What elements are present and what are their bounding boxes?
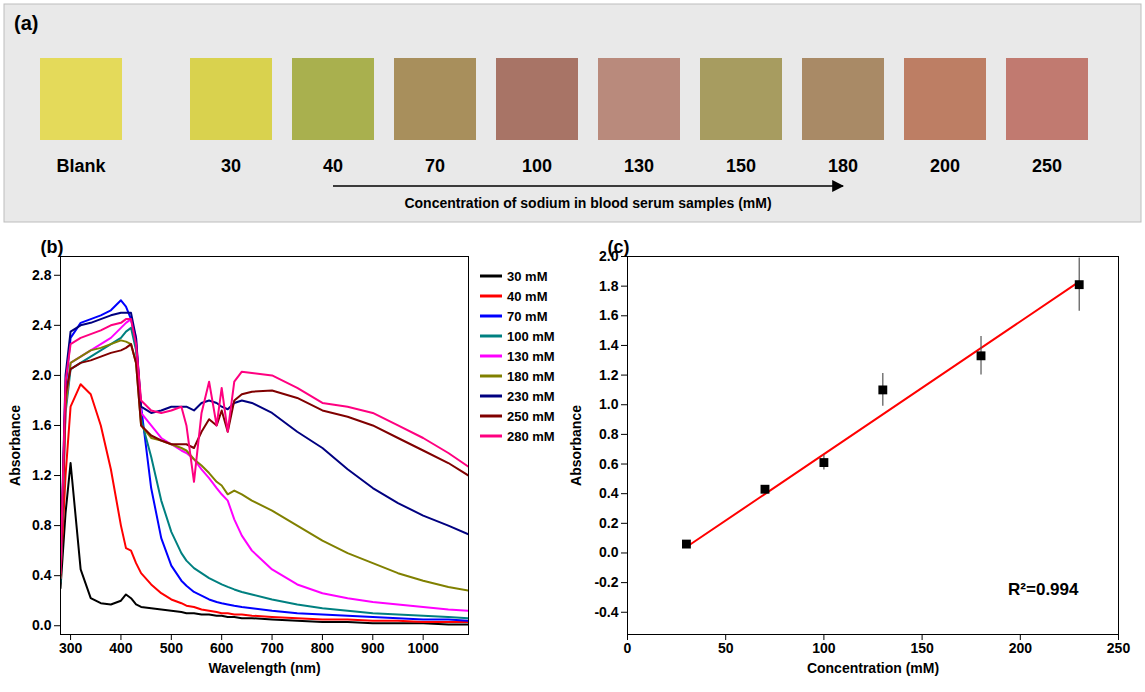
svg-text:1.2: 1.2 xyxy=(599,367,619,383)
svg-text:130: 130 xyxy=(624,156,654,176)
svg-text:0.6: 0.6 xyxy=(599,456,619,472)
svg-text:(a): (a) xyxy=(14,12,38,34)
html-text:130 mM: 130 mM xyxy=(507,348,555,364)
svg-text:0.8: 0.8 xyxy=(599,426,619,442)
svg-text:30: 30 xyxy=(221,156,241,176)
svg-text:800: 800 xyxy=(311,640,335,656)
html-text:250 mM: 250 mM xyxy=(507,408,555,424)
svg-text:1.4: 1.4 xyxy=(599,337,619,353)
svg-text:Wavelength (nm): Wavelength (nm) xyxy=(208,660,320,676)
svg-text:-0.2: -0.2 xyxy=(594,574,618,590)
svg-text:250: 250 xyxy=(1107,640,1131,656)
svg-text:0.0: 0.0 xyxy=(599,544,619,560)
svg-text:R²=0.994: R²=0.994 xyxy=(1008,580,1079,599)
svg-text:0: 0 xyxy=(624,640,632,656)
svg-text:70: 70 xyxy=(425,156,445,176)
svg-text:(b): (b) xyxy=(41,237,64,257)
svg-text:500: 500 xyxy=(160,640,184,656)
svg-text:0.4: 0.4 xyxy=(599,485,619,501)
html-text:70 mM: 70 mM xyxy=(507,308,548,324)
html-text:30 mM: 30 mM xyxy=(507,268,548,284)
svg-text:0.0: 0.0 xyxy=(32,617,52,633)
svg-text:250: 250 xyxy=(1032,156,1062,176)
svg-text:1.6: 1.6 xyxy=(599,307,619,323)
svg-text:40: 40 xyxy=(323,156,343,176)
svg-text:150: 150 xyxy=(910,640,934,656)
svg-text:2.0: 2.0 xyxy=(32,367,52,383)
svg-text:900: 900 xyxy=(361,640,385,656)
svg-text:0.4: 0.4 xyxy=(32,567,52,583)
svg-text:0.2: 0.2 xyxy=(599,515,619,531)
html-text:280 mM: 280 mM xyxy=(507,428,555,444)
svg-text:Blank: Blank xyxy=(56,156,106,176)
svg-text:-0.4: -0.4 xyxy=(594,604,618,620)
svg-text:(c): (c) xyxy=(608,237,630,257)
svg-text:1.6: 1.6 xyxy=(32,417,52,433)
svg-text:2.8: 2.8 xyxy=(32,267,52,283)
svg-text:Absorbance: Absorbance xyxy=(568,405,584,486)
html-text:180 mM: 180 mM xyxy=(507,368,555,384)
svg-text:Concentration of sodium in blo: Concentration of sodium in blood serum s… xyxy=(404,195,771,211)
svg-text:50: 50 xyxy=(718,640,734,656)
svg-text:1.8: 1.8 xyxy=(599,278,619,294)
html-text:230 mM: 230 mM xyxy=(507,388,555,404)
svg-text:100: 100 xyxy=(812,640,836,656)
svg-text:300: 300 xyxy=(59,640,83,656)
svg-text:1.2: 1.2 xyxy=(32,467,52,483)
svg-text:1000: 1000 xyxy=(408,640,439,656)
svg-text:150: 150 xyxy=(726,156,756,176)
svg-text:600: 600 xyxy=(210,640,234,656)
svg-text:100: 100 xyxy=(522,156,552,176)
svg-text:400: 400 xyxy=(109,640,133,656)
svg-text:1.0: 1.0 xyxy=(599,396,619,412)
svg-text:200: 200 xyxy=(930,156,960,176)
html-text:100 mM: 100 mM xyxy=(507,328,555,344)
svg-text:Concentration (mM): Concentration (mM) xyxy=(807,660,939,676)
svg-text:0.8: 0.8 xyxy=(32,517,52,533)
html-text:40 mM: 40 mM xyxy=(507,288,548,304)
svg-text:Absorbance: Absorbance xyxy=(7,405,23,486)
svg-text:2.4: 2.4 xyxy=(32,317,52,333)
svg-text:180: 180 xyxy=(828,156,858,176)
svg-text:200: 200 xyxy=(1009,640,1033,656)
svg-text:700: 700 xyxy=(260,640,284,656)
